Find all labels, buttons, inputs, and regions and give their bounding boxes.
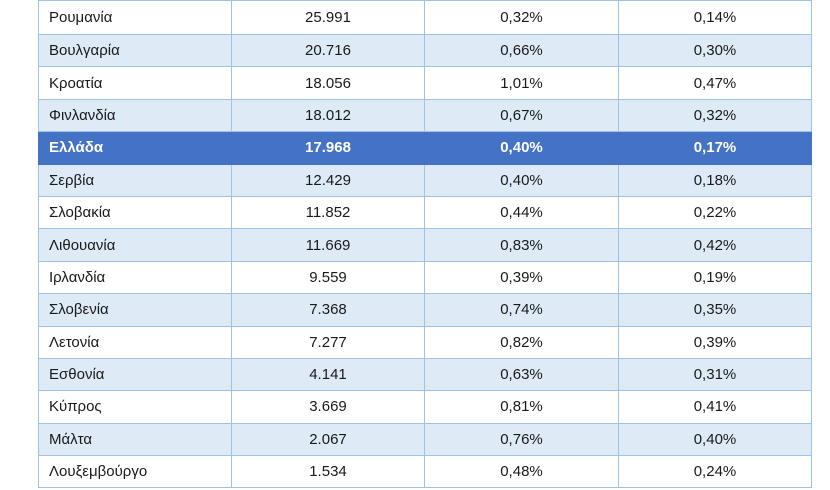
percent-cell-1: 0,74% <box>424 293 619 327</box>
table-row: Ιρλανδία 9.559 0,39% 0,19% <box>38 260 812 295</box>
value-cell: 7.368 <box>231 293 425 327</box>
percent-cell-2: 0,40% <box>618 422 812 457</box>
country-cell: Εσθονία <box>38 357 232 392</box>
country-cell: Μάλτα <box>38 422 232 457</box>
table-row: Κύπρος 3.669 0,81% 0,41% <box>38 390 812 424</box>
percent-cell-1: 0,44% <box>424 195 619 230</box>
percent-cell-2: 0,30% <box>618 33 812 68</box>
percent-cell-1: 0,63% <box>424 357 619 392</box>
percent-cell-2: 0,24% <box>618 455 812 489</box>
table-row: Εσθονία 4.141 0,63% 0,31% <box>38 357 812 392</box>
percent-cell-2: 0,14% <box>618 0 812 35</box>
percent-cell-2: 0,47% <box>618 66 812 100</box>
percent-cell-2: 0,39% <box>618 325 812 359</box>
percent-cell-1: 0,32% <box>424 0 619 35</box>
country-cell: Σλοβακία <box>38 195 232 230</box>
table-row: Λουξεμβούργο 1.534 0,48% 0,24% <box>38 455 812 489</box>
value-cell: 2.067 <box>231 422 425 457</box>
percent-cell-1: 0,48% <box>424 455 619 489</box>
percent-cell-1: 0,40% <box>424 131 619 165</box>
percent-cell-1: 0,66% <box>424 33 619 68</box>
percent-cell-2: 0,31% <box>618 357 812 392</box>
table-body: Ρουμανία 25.991 0,32% 0,14% Βουλγαρία 20.716 0… <box>38 0 812 489</box>
country-cell: Ρουμανία <box>38 0 232 35</box>
data-table-container: Ρουμανία 25.991 0,32% 0,14% Βουλγαρία 20.716 0… <box>38 0 812 489</box>
percent-cell-1: 1,01% <box>424 66 619 100</box>
country-cell: Ιρλανδία <box>38 260 232 295</box>
table-row: Κροατία 18.056 1,01% 0,47% <box>38 66 812 100</box>
percent-cell-1: 0,83% <box>424 228 619 262</box>
value-cell: 20.716 <box>231 33 425 68</box>
country-cell: Λετονία <box>38 325 232 359</box>
value-cell: 4.141 <box>231 357 425 392</box>
percent-cell-2: 0,17% <box>618 131 812 165</box>
value-cell: 25.991 <box>231 0 425 35</box>
value-cell: 1.534 <box>231 455 425 489</box>
country-cell: Λιθουανία <box>38 228 232 262</box>
country-statistics-table: Ρουμανία 25.991 0,32% 0,14% Βουλγαρία 20.716 0… <box>38 0 812 489</box>
country-cell: Ελλάδα <box>38 131 232 165</box>
percent-cell-2: 0,19% <box>618 260 812 295</box>
country-cell: Λουξεμβούργο <box>38 455 232 489</box>
country-cell: Σλοβενία <box>38 293 232 327</box>
percent-cell-1: 0,40% <box>424 163 619 197</box>
percent-cell-1: 0,81% <box>424 390 619 424</box>
value-cell: 18.012 <box>231 98 425 133</box>
value-cell: 3.669 <box>231 390 425 424</box>
percent-cell-1: 0,82% <box>424 325 619 359</box>
country-cell: Κύπρος <box>38 390 232 424</box>
value-cell: 7.277 <box>231 325 425 359</box>
country-cell: Φινλανδία <box>38 98 232 133</box>
percent-cell-2: 0,35% <box>618 293 812 327</box>
value-cell: 9.559 <box>231 260 425 295</box>
table-row: Σλοβενία 7.368 0,74% 0,35% <box>38 293 812 327</box>
value-cell: 11.669 <box>231 228 425 262</box>
table-row: Λετονία 7.277 0,82% 0,39% <box>38 325 812 359</box>
table-row: Σερβία 12.429 0,40% 0,18% <box>38 163 812 197</box>
table-row: Σλοβακία 11.852 0,44% 0,22% <box>38 195 812 230</box>
value-cell: 17.968 <box>231 131 425 165</box>
value-cell: 12.429 <box>231 163 425 197</box>
percent-cell-1: 0,76% <box>424 422 619 457</box>
table-row: Μάλτα 2.067 0,76% 0,40% <box>38 422 812 457</box>
percent-cell-2: 0,41% <box>618 390 812 424</box>
percent-cell-1: 0,67% <box>424 98 619 133</box>
percent-cell-2: 0,42% <box>618 228 812 262</box>
table-row-highlighted: Ελλάδα 17.968 0,40% 0,17% <box>38 131 812 165</box>
percent-cell-1: 0,39% <box>424 260 619 295</box>
percent-cell-2: 0,18% <box>618 163 812 197</box>
table-row: Φινλανδία 18.012 0,67% 0,32% <box>38 98 812 133</box>
value-cell: 18.056 <box>231 66 425 100</box>
table-row: Λιθουανία 11.669 0,83% 0,42% <box>38 228 812 262</box>
table-row: Βουλγαρία 20.716 0,66% 0,30% <box>38 33 812 68</box>
table-row: Ρουμανία 25.991 0,32% 0,14% <box>38 0 812 35</box>
country-cell: Σερβία <box>38 163 232 197</box>
percent-cell-2: 0,22% <box>618 195 812 230</box>
value-cell: 11.852 <box>231 195 425 230</box>
percent-cell-2: 0,32% <box>618 98 812 133</box>
country-cell: Βουλγαρία <box>38 33 232 68</box>
country-cell: Κροατία <box>38 66 232 100</box>
